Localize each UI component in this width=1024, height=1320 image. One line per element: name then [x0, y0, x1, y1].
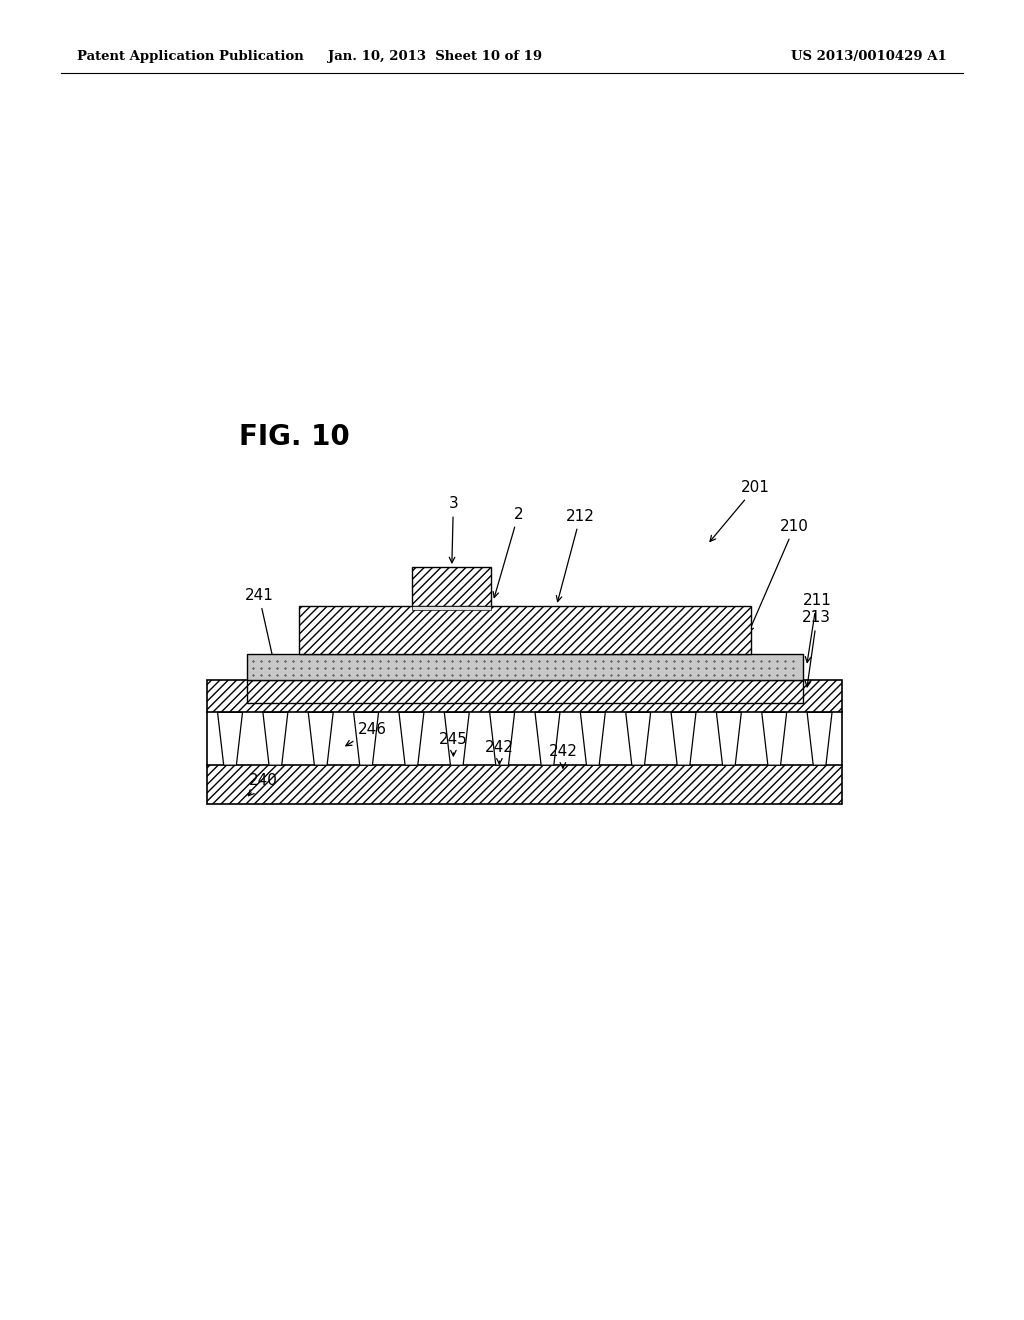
Text: 240: 240	[249, 774, 278, 796]
Polygon shape	[308, 713, 333, 766]
Bar	[412, 606, 492, 610]
Text: 241: 241	[245, 587, 275, 663]
Text: 211: 211	[803, 593, 831, 663]
Bar	[247, 680, 803, 704]
Bar	[247, 655, 803, 680]
Polygon shape	[671, 713, 696, 766]
Polygon shape	[489, 713, 515, 766]
Bar	[207, 680, 843, 713]
Text: 212: 212	[556, 508, 595, 602]
Text: Jan. 10, 2013  Sheet 10 of 19: Jan. 10, 2013 Sheet 10 of 19	[328, 50, 543, 63]
Text: 242: 242	[549, 744, 578, 768]
Text: 242: 242	[485, 741, 514, 764]
Text: FIG. 10: FIG. 10	[240, 422, 350, 450]
Polygon shape	[353, 713, 379, 766]
Polygon shape	[399, 713, 424, 766]
Polygon shape	[444, 713, 469, 766]
Text: 2: 2	[494, 507, 523, 598]
Text: 210: 210	[749, 519, 809, 632]
Text: 201: 201	[710, 480, 769, 541]
Text: 3: 3	[449, 496, 459, 562]
Polygon shape	[807, 713, 833, 766]
Text: Patent Application Publication: Patent Application Publication	[77, 50, 303, 63]
Polygon shape	[762, 713, 786, 766]
Polygon shape	[263, 713, 288, 766]
Text: 246: 246	[346, 722, 387, 746]
Polygon shape	[626, 713, 650, 766]
Bar	[412, 568, 492, 606]
Bar	[207, 766, 843, 804]
Bar	[299, 606, 751, 655]
Text: 245: 245	[439, 733, 468, 756]
Polygon shape	[581, 713, 605, 766]
Polygon shape	[717, 713, 741, 766]
Text: 213: 213	[803, 610, 831, 686]
Text: US 2013/0010429 A1: US 2013/0010429 A1	[792, 50, 947, 63]
Polygon shape	[217, 713, 243, 766]
Polygon shape	[535, 713, 560, 766]
